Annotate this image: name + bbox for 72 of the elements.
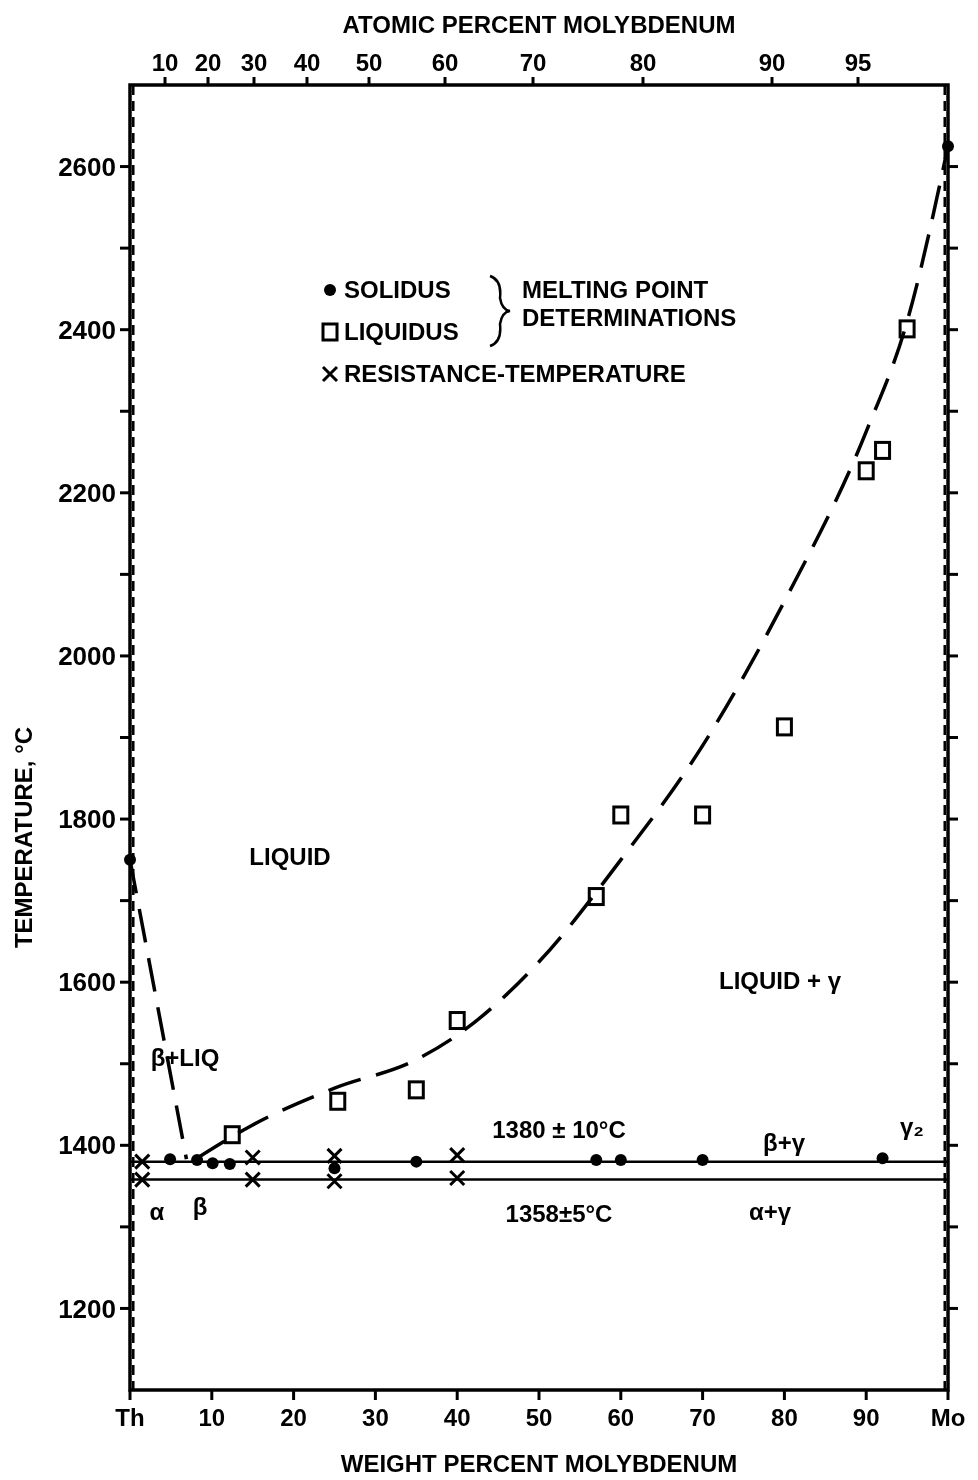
point [407,1080,425,1100]
y-tick-label: 1200 [58,1293,116,1324]
point [410,1155,423,1168]
point [448,1011,466,1031]
point [448,1169,466,1187]
x-tick-label: 50 [525,1404,553,1431]
x-tick-label: Mo [930,1404,966,1431]
text: 80 [629,49,657,76]
text: 70 [519,49,547,76]
point [326,1172,343,1190]
x-tick-label: 90 [852,1404,880,1431]
y-tick-label: 1400 [58,1130,116,1161]
annotation: MELTING POINT DETERMINATIONS [522,276,737,331]
x-tick-label: 10 [198,1404,226,1431]
point [696,1153,709,1166]
annotation: β+LIQ [150,1044,220,1072]
y-tick-label: 1800 [58,804,116,835]
point [614,1153,627,1166]
ref-line-label: 1380 ± 10°C [492,1115,626,1143]
point [244,1149,262,1167]
y-tick-label: 1600 [58,967,116,998]
point [590,1153,603,1166]
point [244,1171,262,1189]
point [329,1091,347,1111]
x-tick-label: Th [115,1404,145,1431]
point [223,1158,236,1171]
point [775,717,793,737]
y-tick-label: 2200 [58,477,116,508]
x-tick-label: 20 [280,1404,307,1431]
x-tick-label: 60 [607,1404,635,1431]
annotation: α+γ [748,1198,792,1226]
legend-label: RESISTANCE-TEMPERATURE [344,360,686,388]
text: 90 [758,49,786,76]
point [857,461,875,481]
point [876,1152,889,1165]
y-tick-label: 2000 [58,641,116,672]
point [612,805,630,825]
x-axis-title: WEIGHT PERCENT MOLYBDENUM [340,1450,738,1477]
x-tick-label: 70 [689,1404,716,1431]
x-tick-label: 80 [771,1404,798,1431]
point [448,1146,466,1164]
point [223,1125,241,1145]
ref-line-label: 1358±5°C [505,1199,613,1227]
annotation: β [192,1193,208,1221]
text: 95 [844,49,872,76]
text: 40 [293,49,321,76]
text: 10 [151,49,179,76]
y-axis-title: TEMPERATURE, °C [10,726,37,949]
annotation: LIQUID [249,843,331,871]
y-tick-label: 2400 [58,314,116,345]
text: 60 [431,49,459,76]
annotation: γ₂ [899,1113,925,1141]
point [328,1162,341,1175]
point [898,319,916,339]
x-tick-label: 40 [443,1404,471,1431]
text: 20 [194,49,222,76]
point [587,887,605,907]
point [694,805,712,825]
x-tick-label: 30 [362,1404,389,1431]
y-tick-label: 2600 [58,151,116,182]
point [206,1157,219,1170]
annotation: α [149,1198,165,1226]
point [874,440,892,460]
point [326,1147,343,1165]
point [164,1153,177,1166]
legend-label: SOLIDUS [344,276,451,304]
x2-axis-title: ATOMIC PERCENT MOLYBDENUM [342,11,736,38]
text: 50 [355,49,383,76]
text: 30 [240,49,268,76]
annotation: β+γ [762,1129,806,1157]
legend-label: LIQUIDUS [344,318,459,346]
annotation: LIQUID + γ [718,967,842,995]
